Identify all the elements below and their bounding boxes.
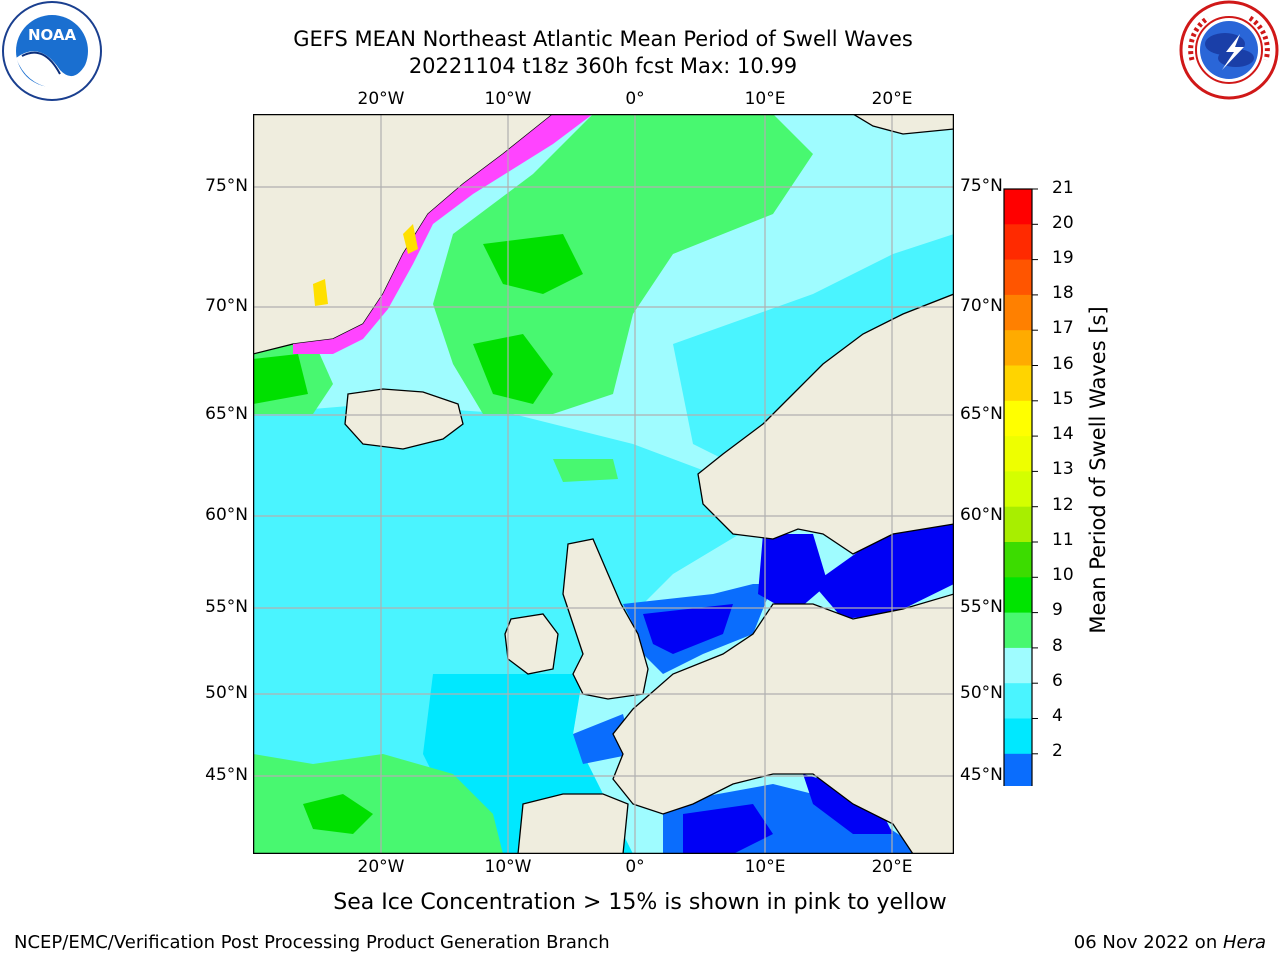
swell-zone-adriatic bbox=[803, 774, 893, 834]
colorbar-band bbox=[1004, 577, 1032, 614]
colorbar-tick: 19 bbox=[1052, 248, 1074, 268]
colorbar-tick: 4 bbox=[1052, 706, 1063, 726]
swell-zone-north-sea-low bbox=[643, 604, 733, 654]
lat-label-left: 60°N bbox=[205, 505, 248, 525]
colorbar-band bbox=[1004, 471, 1032, 508]
lat-label-right: 50°N bbox=[960, 683, 1003, 703]
sea-ice-edge-yellow bbox=[313, 279, 328, 306]
lon-label-bottom: 10°W bbox=[484, 857, 532, 877]
map-subtitle: 20221104 t18z 360h fcst Max: 10.99 bbox=[408, 54, 798, 78]
swell-zone-baltic bbox=[813, 524, 954, 619]
colorbar-tick: 9 bbox=[1052, 600, 1063, 620]
footer-date-text: 06 Nov 2022 on bbox=[1073, 932, 1223, 953]
lon-label-top: 0° bbox=[625, 89, 645, 109]
landmass-iceland bbox=[344, 388, 464, 450]
noaa-logo-text: NOAA bbox=[28, 26, 77, 44]
landmass-europe bbox=[612, 593, 954, 854]
footer-machine: Hera bbox=[1222, 932, 1266, 953]
map-frame bbox=[253, 114, 954, 854]
colorbar-tick: 18 bbox=[1052, 283, 1074, 303]
landmass-iberia bbox=[517, 793, 629, 854]
colorbar-tick: 12 bbox=[1052, 495, 1074, 515]
colorbar-tick: 14 bbox=[1052, 424, 1074, 444]
colorbar-tick: 2 bbox=[1052, 741, 1063, 761]
colorbar-label: Mean Period of Swell Waves [s] bbox=[1086, 306, 1110, 634]
swell-zone-english-channel bbox=[573, 714, 633, 764]
lat-label-right: 60°N bbox=[960, 505, 1003, 525]
colorbar-band bbox=[1004, 400, 1032, 437]
colorbar-band bbox=[1004, 189, 1032, 225]
lon-label-top: 10°W bbox=[484, 89, 532, 109]
lon-label-bottom: 20°E bbox=[871, 857, 913, 877]
lat-label-right: 75°N bbox=[960, 176, 1003, 196]
colorbar-bands bbox=[1003, 188, 1038, 821]
swell-zone-norwegian-sea bbox=[433, 114, 813, 414]
colorbar-band bbox=[1004, 224, 1032, 261]
noaa-logo: NOAA bbox=[0, 0, 104, 104]
footer-credit: NCEP/EMC/Verification Post Processing Pr… bbox=[14, 932, 610, 953]
lon-label-bottom: 10°E bbox=[744, 857, 786, 877]
colorbar-tick: 21 bbox=[1052, 178, 1074, 198]
colorbar-band bbox=[1004, 683, 1032, 719]
swell-zone-southwest-peak bbox=[303, 794, 373, 834]
lon-label-bottom: 20°W bbox=[357, 857, 405, 877]
colorbar-tick: 10 bbox=[1052, 565, 1074, 585]
map-panel bbox=[253, 114, 954, 854]
lat-label-right: 45°N bbox=[960, 765, 1003, 785]
swell-zone-kattegat bbox=[758, 534, 828, 614]
map-title: GEFS MEAN Northeast Atlantic Mean Period… bbox=[293, 27, 913, 51]
landmass-great-britain bbox=[562, 538, 649, 700]
colorbar-band bbox=[1004, 506, 1032, 543]
lat-label-left: 75°N bbox=[205, 176, 248, 196]
lat-label-right: 55°N bbox=[960, 597, 1003, 617]
colorbar-band bbox=[1004, 753, 1032, 790]
swell-zone-faroe bbox=[553, 459, 618, 482]
colorbar-tick: 16 bbox=[1052, 354, 1074, 374]
lon-label-top: 20°E bbox=[871, 89, 913, 109]
colorbar-tick: 20 bbox=[1052, 213, 1074, 233]
lon-label-top: 20°W bbox=[357, 89, 405, 109]
lat-label-left: 70°N bbox=[205, 296, 248, 316]
colorbar-band bbox=[1004, 436, 1032, 472]
footer-date: 06 Nov 2022 on Hera bbox=[1074, 932, 1266, 953]
landmass-scandinavia bbox=[697, 293, 954, 555]
swell-zone-mediterranean-low bbox=[683, 804, 773, 854]
graticule bbox=[253, 114, 954, 854]
colorbar-band bbox=[1004, 718, 1032, 755]
lat-label-left: 55°N bbox=[205, 597, 248, 617]
swell-zone-barents-approach bbox=[673, 234, 954, 464]
sea-ice-edge-yellow bbox=[403, 224, 418, 254]
landmass-ireland bbox=[504, 613, 559, 675]
landmass-svalbard bbox=[851, 114, 954, 135]
colorbar-tick: 17 bbox=[1052, 318, 1074, 338]
sea-ice-note: Sea Ice Concentration > 15% is shown in … bbox=[333, 890, 947, 915]
nws-logo bbox=[1178, 0, 1280, 102]
colorbar-tick: 6 bbox=[1052, 671, 1063, 691]
colorbar-band bbox=[1004, 612, 1032, 649]
colorbar-tick: 15 bbox=[1052, 389, 1074, 409]
swell-zone-denmark-strait-peak bbox=[253, 354, 308, 404]
colorbar-tick: 13 bbox=[1052, 459, 1074, 479]
swell-zone-norwegian-sea-peak bbox=[473, 334, 553, 404]
colorbar-tick: 8 bbox=[1052, 636, 1063, 656]
colorbar-band bbox=[1004, 647, 1032, 684]
colorbar-band bbox=[1004, 330, 1032, 366]
lat-label-right: 70°N bbox=[960, 296, 1003, 316]
colorbar-band bbox=[1004, 365, 1032, 402]
lon-label-bottom: 0° bbox=[625, 857, 645, 877]
lat-label-right: 65°N bbox=[960, 404, 1003, 424]
colorbar-band bbox=[1004, 259, 1032, 296]
colorbar-band bbox=[1004, 542, 1032, 578]
lat-label-left: 45°N bbox=[205, 765, 248, 785]
colorbar bbox=[998, 186, 1038, 821]
lat-label-left: 65°N bbox=[205, 404, 248, 424]
colorbar-band bbox=[1004, 294, 1032, 331]
lon-label-top: 10°E bbox=[744, 89, 786, 109]
colorbar-tick: 11 bbox=[1052, 530, 1074, 550]
lat-label-left: 50°N bbox=[205, 683, 248, 703]
